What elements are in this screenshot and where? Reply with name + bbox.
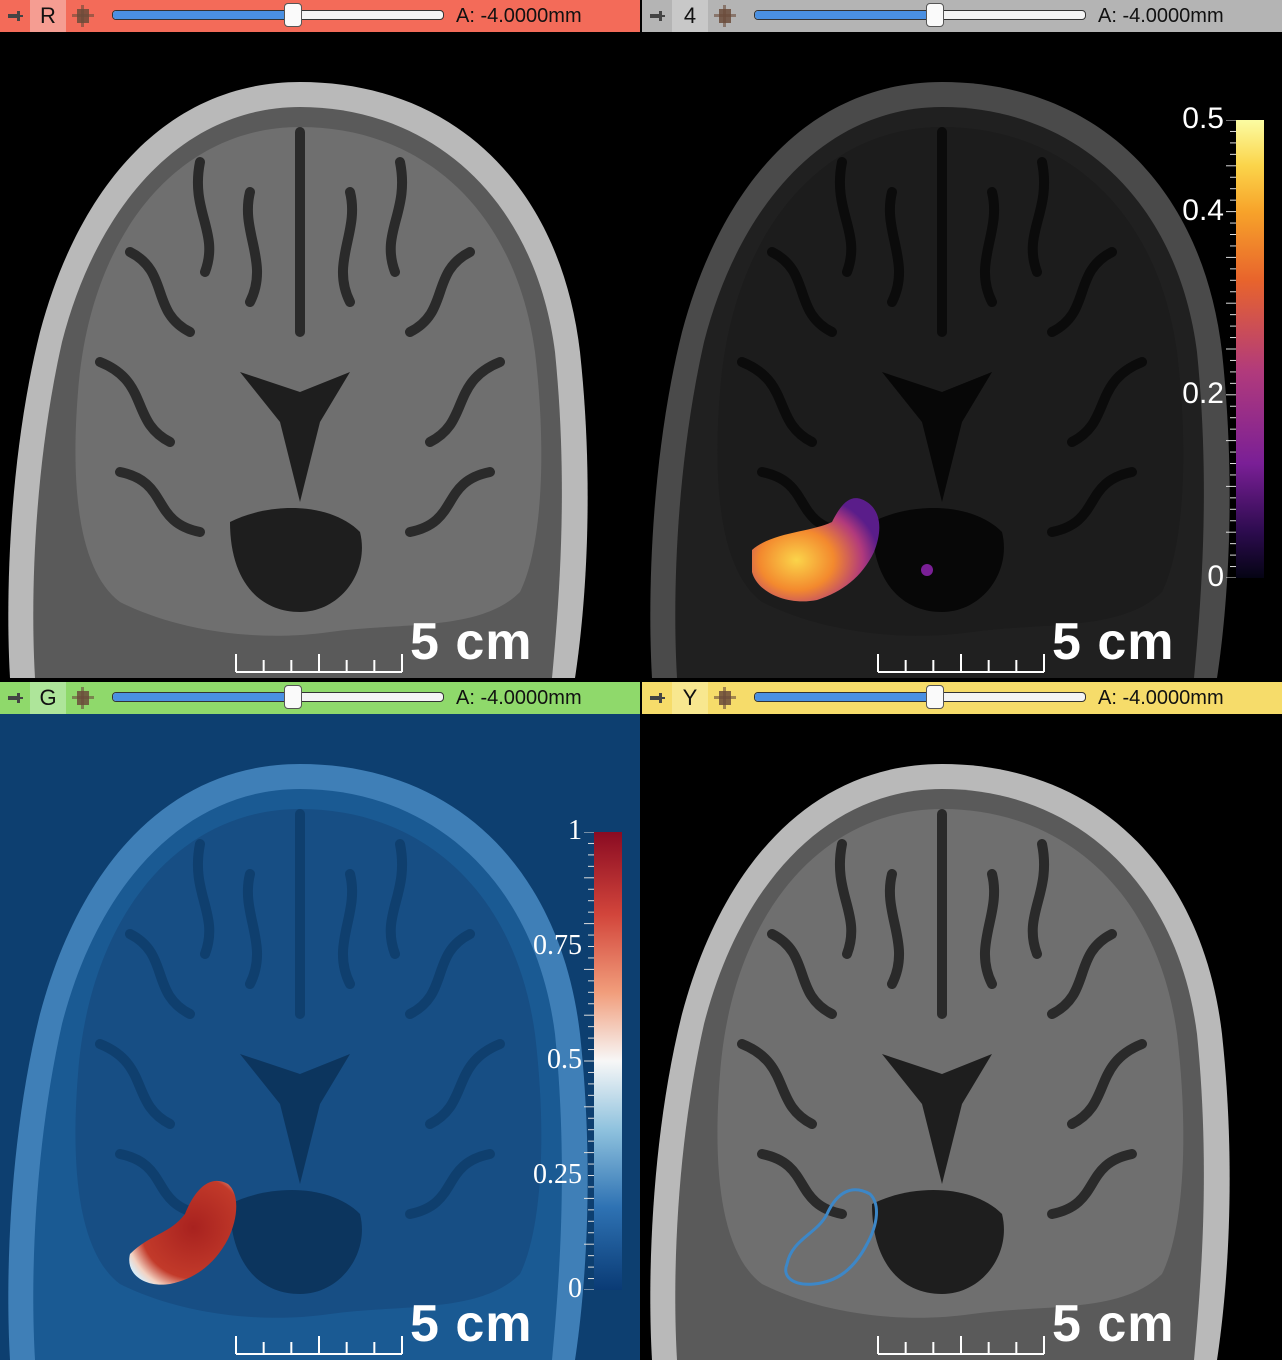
slider-track[interactable] — [112, 10, 444, 20]
view-label[interactable]: Y — [672, 682, 708, 714]
slice-image[interactable] — [642, 714, 1282, 1360]
slider-thumb[interactable] — [284, 3, 302, 27]
ruler-scale-label: 5 cm — [1052, 613, 1175, 671]
colorbar-legend: 1 0.75 0.5 0.25 0 — [533, 815, 624, 1304]
view-label[interactable]: 4 — [672, 0, 708, 32]
slider-track[interactable] — [112, 692, 444, 702]
colorbar-tick-label: 0.5 — [547, 1044, 582, 1076]
slider-fill — [113, 693, 298, 701]
slider-thumb[interactable] — [926, 3, 944, 27]
slice-offset-value: A: -4.0000mm — [456, 686, 582, 709]
link-icon[interactable] — [66, 682, 100, 714]
pin-icon[interactable] — [0, 0, 30, 32]
slider-thumb[interactable] — [284, 685, 302, 709]
ruler-scale-label: 5 cm — [410, 1295, 533, 1353]
slider-fill — [113, 11, 298, 19]
slice-view-green[interactable]: G A: -4.0000mm 5 cm 1 0.75 0.5 0.25 0 — [0, 682, 640, 1360]
slice-offset-value: A: -4.0000mm — [456, 4, 582, 27]
slice-offset-slider[interactable] — [112, 682, 444, 714]
link-icon[interactable] — [66, 0, 100, 32]
slice-controller-bar: G A: -4.0000mm — [0, 682, 640, 714]
slice-offset-slider[interactable] — [112, 0, 444, 32]
ruler-scale-bar — [877, 652, 1045, 674]
slice-controller-bar: 4 A: -4.0000mm — [642, 0, 1282, 32]
pin-icon[interactable] — [642, 0, 672, 32]
ruler-scale-label: 5 cm — [410, 613, 533, 671]
slice-view-yellow[interactable]: Y A: -4.0000mm 5 cm — [642, 682, 1282, 1360]
colorbar-tick-label: 1 — [568, 815, 582, 847]
ruler-scale-label: 5 cm — [1052, 1295, 1175, 1353]
colorbar-tick-label: 0 — [1207, 560, 1224, 593]
slice-image[interactable] — [0, 714, 640, 1360]
slice-view-red[interactable]: R A: -4.0000mm 5 cm — [0, 0, 640, 678]
slice-controller-bar: R A: -4.0000mm — [0, 0, 640, 32]
slider-track[interactable] — [754, 692, 1086, 702]
slider-fill — [755, 693, 940, 701]
slice-image[interactable] — [642, 32, 1282, 678]
slice-offset-slider[interactable] — [754, 0, 1086, 32]
colorbar-tick-label: 0.2 — [1182, 376, 1224, 410]
colorbar-tick-label: 0.5 — [1182, 102, 1224, 135]
colorbar-tick-label: 0.25 — [533, 1158, 582, 1190]
colorbar-tick-label: 0.75 — [533, 929, 582, 961]
link-icon[interactable] — [708, 682, 742, 714]
ruler-scale-bar — [235, 1334, 403, 1356]
colorbar-ticks — [584, 831, 594, 1291]
slider-track[interactable] — [754, 10, 1086, 20]
ruler-scale-bar — [877, 1334, 1045, 1356]
slice-offset-value: A: -4.0000mm — [1098, 4, 1224, 27]
slider-fill — [755, 11, 940, 19]
slider-thumb[interactable] — [926, 685, 944, 709]
link-icon[interactable] — [708, 0, 742, 32]
slice-controller-bar: Y A: -4.0000mm — [642, 682, 1282, 714]
slice-offset-slider[interactable] — [754, 682, 1086, 714]
slice-view-4[interactable]: 4 A: -4.0000mm 5 cm 0.5 0.4 0.2 0 — [642, 0, 1282, 678]
slice-image[interactable] — [0, 32, 640, 678]
colorbar-gradient — [1236, 120, 1264, 578]
pin-icon[interactable] — [0, 682, 30, 714]
colorbar-tick-label: 0.4 — [1182, 193, 1224, 227]
colorbar-ticks — [1226, 119, 1236, 579]
colorbar-legend: 0.5 0.4 0.2 0 — [1182, 102, 1266, 593]
colorbar-gradient — [594, 832, 622, 1290]
slice-offset-value: A: -4.0000mm — [1098, 686, 1224, 709]
colorbar-tick-label: 0 — [568, 1273, 582, 1305]
view-label[interactable]: R — [30, 0, 66, 32]
pin-icon[interactable] — [642, 682, 672, 714]
view-label[interactable]: G — [30, 682, 66, 714]
ruler-scale-bar — [235, 652, 403, 674]
